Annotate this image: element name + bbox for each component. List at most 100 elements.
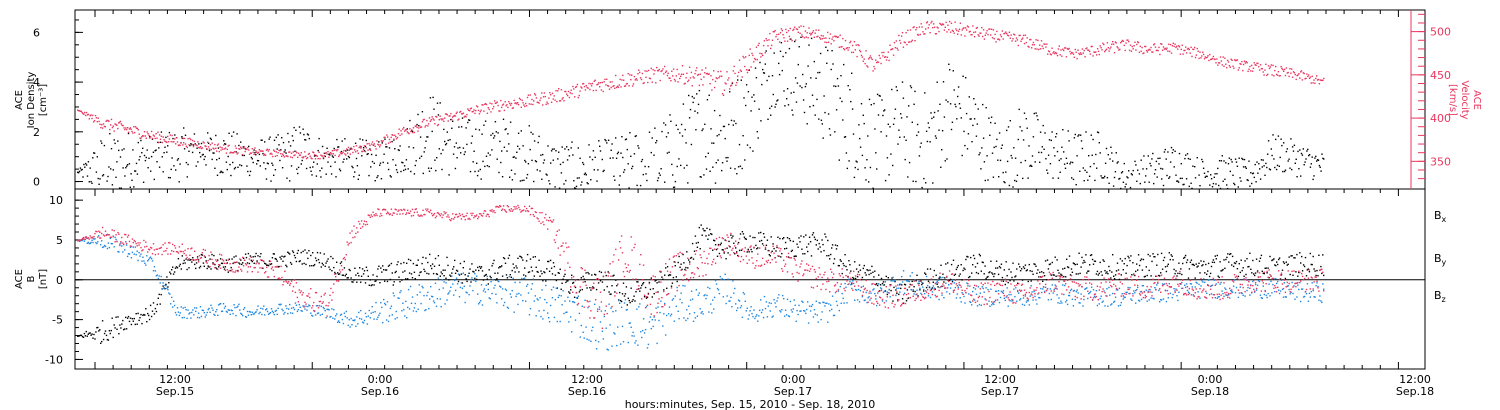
data-point	[515, 295, 517, 298]
data-point	[589, 156, 591, 158]
data-point	[184, 262, 186, 264]
data-point	[764, 63, 766, 65]
data-point	[1303, 164, 1305, 166]
data-point	[768, 75, 770, 78]
data-point	[184, 143, 187, 145]
data-point	[525, 102, 527, 105]
data-point	[508, 254, 511, 257]
data-point	[146, 131, 148, 133]
data-point	[1142, 168, 1144, 170]
data-point	[692, 258, 695, 260]
data-point	[83, 163, 85, 166]
data-point	[920, 142, 922, 144]
data-point	[1120, 274, 1122, 276]
data-point	[201, 309, 204, 311]
data-point	[484, 102, 487, 105]
data-point	[1253, 176, 1255, 179]
data-point	[176, 159, 179, 161]
data-point	[783, 237, 785, 239]
data-point	[1079, 52, 1082, 54]
data-point	[172, 137, 174, 140]
data-point	[362, 273, 365, 275]
data-point	[284, 149, 286, 151]
data-point	[110, 124, 112, 126]
data-point	[963, 130, 965, 133]
data-point	[314, 257, 317, 259]
data-point	[763, 40, 766, 42]
data-point	[428, 117, 431, 119]
data-point	[607, 349, 609, 351]
data-point	[425, 140, 427, 142]
data-point	[1069, 50, 1071, 53]
data-point	[611, 345, 613, 347]
data-point	[1205, 175, 1207, 177]
data-point	[1183, 183, 1185, 186]
data-point	[488, 165, 490, 168]
data-point	[487, 283, 489, 285]
data-point	[104, 330, 107, 332]
data-point	[265, 309, 267, 311]
data-point	[118, 122, 120, 124]
data-point	[955, 28, 957, 30]
data-point	[407, 258, 410, 261]
data-point	[209, 144, 212, 146]
data-point	[1246, 179, 1248, 181]
data-point	[579, 336, 581, 338]
data-point	[929, 141, 931, 143]
data-point	[255, 154, 257, 156]
data-point	[273, 174, 275, 176]
data-point	[1138, 173, 1141, 175]
data-point	[1284, 277, 1287, 280]
data-point	[1237, 275, 1240, 278]
data-point	[1244, 260, 1246, 262]
data-point	[199, 306, 202, 308]
data-point	[678, 73, 680, 75]
data-point	[266, 264, 268, 266]
data-point	[337, 321, 339, 323]
data-point	[599, 321, 602, 323]
data-point	[677, 81, 679, 83]
data-point	[142, 147, 144, 149]
data-point	[803, 37, 806, 39]
data-point	[995, 145, 997, 148]
data-point	[1280, 274, 1283, 276]
data-point	[654, 280, 656, 282]
data-point	[297, 166, 300, 169]
data-point	[340, 152, 343, 155]
data-point	[189, 312, 191, 314]
data-point	[1031, 270, 1033, 273]
data-point	[1120, 40, 1123, 43]
data-point	[825, 37, 827, 39]
data-point	[412, 310, 415, 312]
data-point	[420, 126, 423, 128]
data-point	[361, 150, 363, 153]
data-point	[177, 144, 180, 147]
data-point	[312, 252, 314, 254]
data-point	[209, 311, 211, 313]
data-point	[698, 84, 701, 87]
data-point	[1175, 174, 1177, 176]
data-point	[129, 317, 132, 319]
data-point	[1232, 174, 1234, 176]
data-point	[186, 268, 188, 271]
data-point	[1063, 47, 1066, 49]
data-point	[1049, 163, 1052, 165]
data-point	[376, 140, 378, 142]
data-point	[819, 246, 821, 248]
data-point	[1219, 187, 1222, 190]
data-point	[1256, 62, 1258, 64]
data-point	[111, 184, 114, 186]
data-point	[786, 88, 789, 90]
data-point	[446, 256, 448, 259]
data-point	[911, 280, 913, 283]
data-point	[110, 118, 113, 121]
data-point	[788, 35, 791, 38]
data-point	[941, 285, 943, 288]
data-point	[900, 42, 902, 44]
data-point	[1192, 263, 1194, 266]
data-point	[174, 267, 177, 269]
data-point	[151, 310, 154, 312]
data-point	[357, 178, 359, 180]
data-point	[821, 38, 823, 40]
data-point	[913, 103, 915, 105]
